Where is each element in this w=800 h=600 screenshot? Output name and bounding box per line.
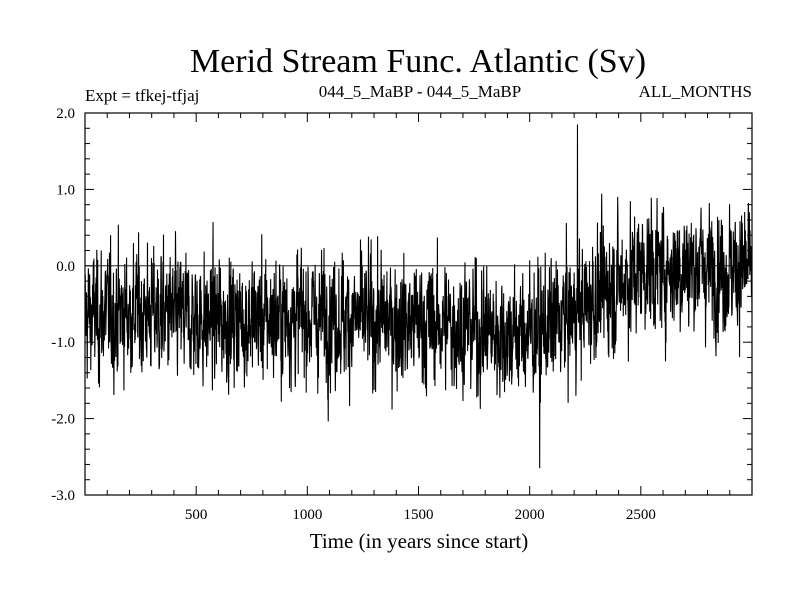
x-tick-label: 1500 [404, 507, 434, 523]
y-tick-label: 0.0 [56, 259, 75, 275]
series-line [84, 124, 753, 469]
y-tick-label: -2.0 [51, 412, 75, 428]
y-tick-label: -3.0 [51, 488, 75, 504]
x-tick-label: 2500 [626, 507, 656, 523]
x-axis-label: Time (in years since start) [310, 529, 529, 553]
experiment-label: Expt = tfkej-tfjaj [85, 86, 199, 105]
y-tick-label: -1.0 [51, 335, 75, 351]
x-tick-label: 2000 [515, 507, 545, 523]
chart-title: Merid Stream Func. Atlantic (Sv) [190, 43, 646, 80]
y-tick-label: 2.0 [56, 106, 75, 122]
y-tick-label: 1.0 [56, 182, 75, 198]
x-tick-label: 1000 [292, 507, 322, 523]
period-label: 044_5_MaBP - 044_5_MaBP [319, 82, 521, 101]
plot-area: 500 1000 1500 2000 2500 -3.0 -2.0 -1.0 0.0 1.0 2.0 [51, 106, 753, 523]
months-label: ALL_MONTHS [639, 82, 752, 101]
x-tick-label: 500 [185, 507, 208, 523]
